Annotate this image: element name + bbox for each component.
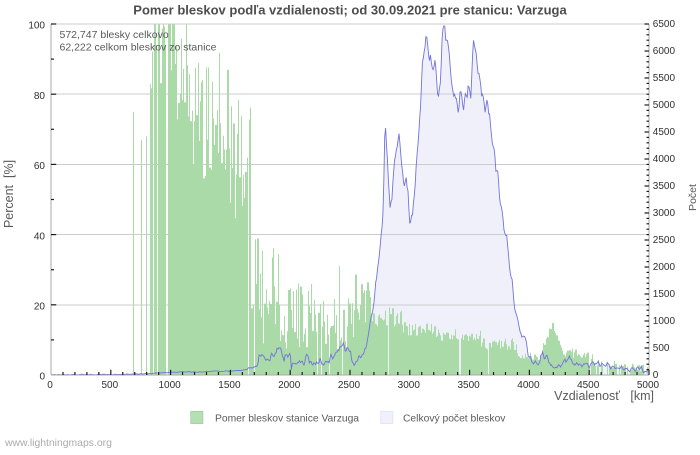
svg-text:3000: 3000 [653, 208, 676, 219]
svg-text:Pomer bleskov podľa vzdialenos: Pomer bleskov podľa vzdialenosti; od 30.… [133, 3, 567, 18]
svg-text:60: 60 [34, 161, 46, 172]
svg-text:0: 0 [653, 370, 659, 381]
svg-text:Celkový počet bleskov: Celkový počet bleskov [403, 414, 506, 425]
svg-text:1500: 1500 [218, 380, 241, 391]
svg-text:2500: 2500 [338, 380, 361, 391]
svg-text:2000: 2000 [653, 262, 676, 273]
svg-text:www.lightningmaps.org: www.lightningmaps.org [4, 438, 112, 449]
svg-text:6500: 6500 [653, 19, 676, 30]
svg-text:4500: 4500 [653, 127, 676, 138]
svg-text:Percent [%]: Percent [%] [2, 160, 16, 228]
svg-text:5000: 5000 [653, 100, 676, 111]
svg-text:Počet: Počet [687, 184, 699, 211]
svg-text:3500: 3500 [653, 181, 676, 192]
svg-text:Pomer bleskov stanice Varzuga: Pomer bleskov stanice Varzuga [215, 414, 359, 425]
svg-text:Vzdialenosť [km]: Vzdialenosť [km] [554, 389, 654, 403]
svg-text:80: 80 [34, 91, 46, 102]
svg-text:1000: 1000 [653, 316, 676, 327]
svg-text:1500: 1500 [653, 289, 676, 300]
svg-text:572,747 blesky celkovo: 572,747 blesky celkovo [60, 29, 169, 41]
svg-text:6000: 6000 [653, 46, 676, 57]
svg-text:500: 500 [101, 380, 118, 391]
svg-text:4000: 4000 [653, 154, 676, 165]
svg-text:5000: 5000 [637, 380, 660, 391]
svg-text:5500: 5500 [653, 73, 676, 84]
svg-text:4500: 4500 [577, 380, 600, 391]
svg-text:0: 0 [47, 380, 53, 391]
svg-text:3000: 3000 [398, 380, 421, 391]
svg-text:0: 0 [39, 372, 45, 383]
svg-text:2500: 2500 [653, 235, 676, 246]
svg-text:500: 500 [653, 343, 670, 354]
svg-text:2000: 2000 [278, 380, 301, 391]
svg-text:20: 20 [34, 302, 46, 313]
svg-text:1000: 1000 [158, 380, 181, 391]
svg-text:40: 40 [34, 231, 46, 242]
svg-text:4000: 4000 [517, 380, 540, 391]
svg-text:3500: 3500 [457, 380, 480, 391]
svg-text:100: 100 [28, 21, 45, 32]
svg-text:62,222 celkom bleskov zo stani: 62,222 celkom bleskov zo stanice [60, 42, 217, 54]
